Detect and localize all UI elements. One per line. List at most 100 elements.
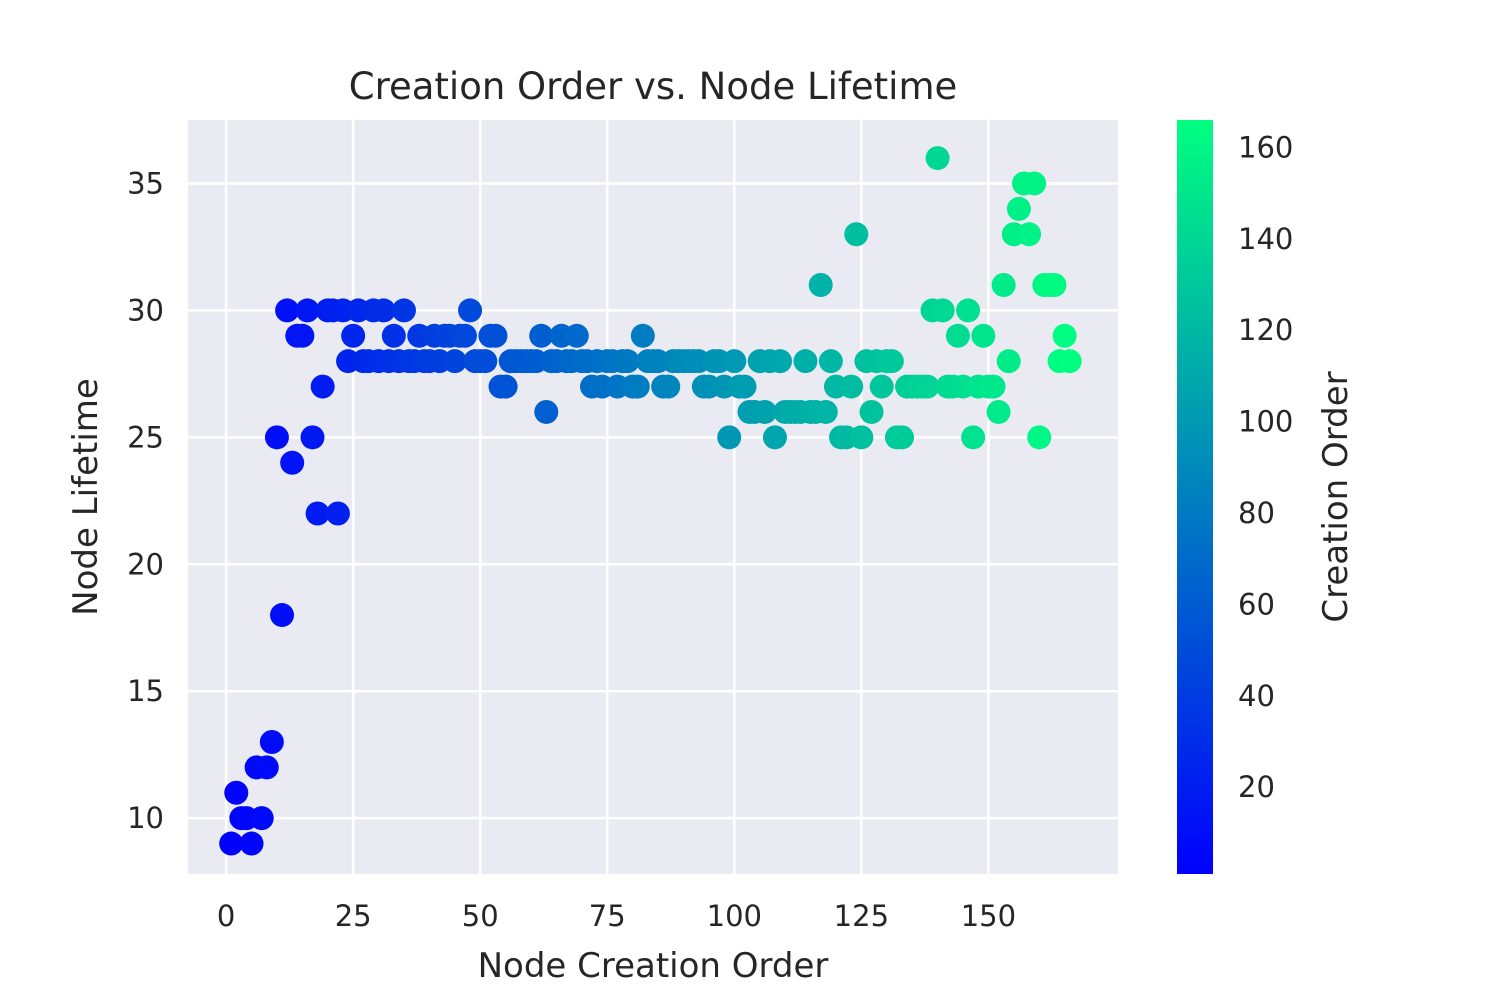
data-point <box>280 450 305 475</box>
data-point <box>341 323 366 348</box>
data-point <box>717 425 742 450</box>
data-point <box>493 374 518 399</box>
y-tick-label: 25 <box>127 420 164 454</box>
data-point <box>442 349 467 374</box>
data-point <box>1052 323 1077 348</box>
data-point <box>325 501 350 526</box>
data-point <box>879 349 904 374</box>
data-point <box>768 349 793 374</box>
data-point <box>808 273 833 298</box>
colorbar-tick-label: 80 <box>1238 496 1275 530</box>
data-point <box>458 298 483 323</box>
data-point <box>534 399 559 424</box>
data-point <box>224 780 249 805</box>
colorbar-tick-label: 60 <box>1238 587 1275 621</box>
colorbar-tick-label: 20 <box>1238 770 1275 804</box>
data-point <box>1006 196 1031 221</box>
y-tick-label: 15 <box>127 674 164 708</box>
data-point <box>300 425 325 450</box>
data-point <box>839 374 864 399</box>
y-tick-label: 10 <box>127 801 164 835</box>
data-point <box>529 323 554 348</box>
data-point <box>625 374 650 399</box>
data-point <box>310 374 335 399</box>
data-point <box>956 298 981 323</box>
data-point <box>844 222 869 247</box>
data-point <box>722 349 747 374</box>
data-point <box>239 831 264 856</box>
data-point <box>971 323 996 348</box>
data-point <box>813 399 838 424</box>
x-axis-label: Node Creation Order <box>478 946 829 986</box>
data-point <box>264 425 289 450</box>
data-point <box>656 374 681 399</box>
y-tick-label: 20 <box>127 547 164 581</box>
data-point <box>254 755 279 780</box>
data-point <box>1027 425 1052 450</box>
data-point <box>270 603 295 628</box>
plot-area-background <box>188 120 1118 874</box>
data-point <box>564 323 589 348</box>
scatter-points <box>219 146 1082 856</box>
chart-title: Creation Order vs. Node Lifetime <box>349 65 958 108</box>
data-point <box>615 349 640 374</box>
colorbar <box>1177 120 1213 874</box>
data-point <box>890 425 915 450</box>
data-point <box>930 298 955 323</box>
data-point <box>630 323 655 348</box>
data-point <box>1057 349 1082 374</box>
data-point <box>391 298 416 323</box>
data-point <box>818 349 843 374</box>
data-point <box>945 323 970 348</box>
colorbar-tick-label: 100 <box>1238 405 1293 439</box>
data-point <box>732 374 757 399</box>
data-point <box>381 323 406 348</box>
data-point <box>452 323 477 348</box>
colorbar-tick-label: 40 <box>1238 679 1275 713</box>
data-point <box>986 399 1011 424</box>
colorbar-label: Creation Order <box>1316 371 1356 622</box>
data-point <box>752 399 777 424</box>
data-point <box>290 323 315 348</box>
y-axis-label: Node Lifetime <box>66 378 106 616</box>
data-point <box>859 399 884 424</box>
data-point <box>1017 222 1042 247</box>
data-point <box>762 425 787 450</box>
x-tick-labels: 0 25 50 75 100 125 150 <box>217 899 1016 933</box>
data-point <box>473 349 498 374</box>
colorbar-tick-label: 140 <box>1238 222 1293 256</box>
data-point <box>295 298 320 323</box>
x-tick-label: 75 <box>589 899 626 933</box>
data-point <box>961 425 986 450</box>
data-point <box>849 425 874 450</box>
data-point <box>869 374 894 399</box>
data-point <box>996 349 1021 374</box>
data-point <box>483 323 508 348</box>
x-tick-label: 150 <box>961 899 1016 933</box>
colorbar-tick-label: 120 <box>1238 313 1293 347</box>
y-tick-label: 30 <box>127 293 164 327</box>
data-point <box>259 729 284 754</box>
data-point <box>915 374 940 399</box>
data-point <box>793 349 818 374</box>
data-point <box>1042 273 1067 298</box>
data-point <box>305 501 330 526</box>
x-tick-label: 50 <box>462 899 499 933</box>
x-tick-label: 25 <box>335 899 372 933</box>
data-point <box>1022 171 1047 196</box>
data-point <box>275 298 300 323</box>
data-point <box>249 806 274 831</box>
data-point <box>925 146 950 171</box>
y-tick-labels: 10 15 20 25 30 35 <box>127 166 164 835</box>
y-tick-label: 35 <box>127 166 164 200</box>
data-point <box>981 374 1006 399</box>
x-tick-label: 125 <box>834 899 889 933</box>
data-point <box>371 298 396 323</box>
colorbar-tick-label: 160 <box>1238 130 1293 164</box>
data-point <box>991 273 1016 298</box>
x-tick-label: 0 <box>217 899 235 933</box>
x-tick-label: 100 <box>707 899 762 933</box>
colorbar-tick-labels: 20 40 60 80 100 120 140 160 <box>1238 130 1293 804</box>
data-point <box>219 831 244 856</box>
